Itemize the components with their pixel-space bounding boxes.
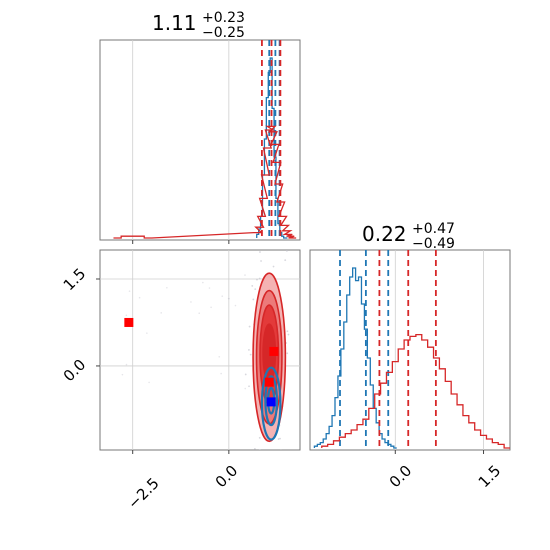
sample-point [148, 381, 150, 384]
sample-point [277, 438, 280, 440]
sample-point [244, 387, 247, 390]
sample-point [279, 437, 281, 440]
sample-point [253, 467, 255, 469]
sample-point [285, 250, 288, 252]
marginal-top-panel [99, 39, 301, 244]
sample-point [287, 333, 290, 336]
sample-point [258, 277, 261, 280]
sample-point [248, 385, 250, 388]
marker-red [264, 377, 274, 387]
histogram-blue [313, 267, 397, 449]
joint-x-tick-label: −2.5 [124, 474, 162, 512]
joint-y-tick-label: 1.5 [60, 265, 90, 295]
sample-point [138, 296, 141, 299]
contour-blue [264, 375, 279, 427]
sample-point [227, 297, 230, 300]
sample-point [286, 352, 289, 355]
panel-frame [99, 249, 301, 451]
sample-point [125, 314, 128, 317]
title-right-main: 0.22 [362, 222, 407, 246]
sample-point [286, 330, 289, 333]
sample-point [160, 312, 163, 314]
sample-point [248, 349, 250, 351]
title-top-minus: −0.25 [202, 25, 245, 41]
marker-red [269, 346, 279, 356]
sample-point [248, 325, 251, 328]
right-x-tick-label: 0.0 [386, 462, 416, 492]
sample-point [254, 447, 256, 450]
right-x-tick-label: 1.5 [475, 462, 505, 492]
sample-point [125, 363, 128, 366]
sample-point [259, 461, 261, 463]
sample-point [266, 457, 268, 459]
sample-point [258, 436, 261, 439]
sample-point [283, 458, 285, 460]
panel-frame [309, 249, 511, 451]
sample-point [234, 304, 237, 307]
sample-point [284, 259, 287, 262]
sample-point [262, 465, 264, 467]
sample-point [146, 332, 148, 334]
sample-point [251, 285, 254, 287]
marker-red [124, 317, 134, 327]
title-top-plus: +0.23 [202, 10, 245, 26]
sample-point [221, 295, 224, 297]
contour-blue [260, 366, 282, 441]
sample-point [210, 306, 212, 309]
histogram-red [321, 333, 510, 449]
sample-point [256, 278, 258, 281]
histogram-layer [113, 40, 297, 240]
sample-point [208, 287, 211, 289]
sample-point [265, 490, 267, 492]
joint-x-tick-label: 0.0 [212, 462, 242, 492]
sample-point [244, 373, 247, 376]
sample-point [128, 290, 131, 292]
sample-point [272, 265, 275, 268]
sample-point [121, 373, 124, 376]
sample-point [259, 251, 261, 253]
title-top-main: 1.11 [152, 11, 197, 35]
sample-point [252, 298, 255, 301]
sample-point [198, 312, 201, 315]
title-right: 0.22 +0.47 −0.49 [362, 221, 455, 252]
histogram-red [113, 125, 297, 239]
sample-point [280, 449, 282, 450]
joint-layer [121, 250, 290, 492]
title-right-plus: +0.47 [412, 221, 455, 237]
marker-blue [266, 397, 276, 407]
sample-point [220, 372, 222, 375]
sample-point [202, 281, 204, 284]
sample-point [166, 286, 168, 289]
marginal-right-panel [309, 249, 511, 454]
sample-point [258, 449, 261, 450]
sample-point [244, 274, 246, 276]
sample-point [249, 353, 252, 356]
joint-y-tick-label: 0.0 [60, 356, 90, 386]
title-top: 1.11 +0.23 −0.25 [152, 10, 245, 41]
panel-frame [99, 39, 301, 241]
histogram-layer [313, 250, 510, 450]
sample-point [218, 355, 221, 358]
title-right-minus: −0.49 [412, 236, 455, 252]
sample-point [260, 260, 262, 262]
sample-point [254, 288, 257, 291]
sample-point [190, 301, 192, 303]
joint-panel [96, 249, 301, 492]
